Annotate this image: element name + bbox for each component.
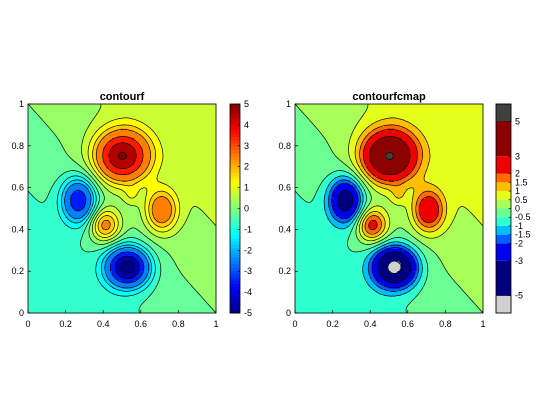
axes-title-contourf: contourf xyxy=(100,91,145,103)
contour-plot-contourf xyxy=(28,104,216,313)
axes-contourf: contourf 0 0.2 0.4 0.6 0.8 100.20.40.60.81 -5… xyxy=(11,91,252,329)
